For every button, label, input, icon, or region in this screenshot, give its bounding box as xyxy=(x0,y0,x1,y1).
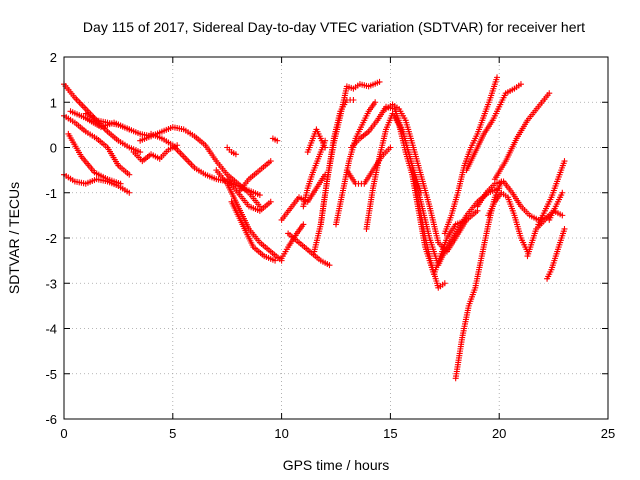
plus-markers xyxy=(224,144,239,158)
series-trace-31 xyxy=(452,178,505,382)
series-trace-15 xyxy=(269,135,281,144)
series-trace-39 xyxy=(546,189,566,223)
plus-markers xyxy=(491,90,553,183)
y-tick-label: 1 xyxy=(50,95,57,110)
series-trace-37 xyxy=(535,158,568,228)
plus-markers xyxy=(285,230,333,269)
y-tick-label: -1 xyxy=(45,186,57,201)
y-tick-label: -4 xyxy=(45,322,57,337)
plus-markers xyxy=(235,158,274,196)
series-trace-6 xyxy=(67,108,133,133)
plus-markers xyxy=(228,198,279,264)
plus-markers xyxy=(409,167,448,291)
series-trace-12 xyxy=(228,198,279,264)
series-trace-20 xyxy=(304,126,329,156)
series-trace-16 xyxy=(278,171,329,223)
series-trace-32 xyxy=(463,81,524,174)
series-trace-4 xyxy=(65,130,124,187)
plus-markers xyxy=(452,178,505,382)
x-tick-label: 0 xyxy=(60,426,67,441)
plus-markers xyxy=(278,221,307,262)
grid xyxy=(64,57,608,419)
y-tick-label: -3 xyxy=(45,276,57,291)
x-tick-label: 5 xyxy=(169,426,176,441)
series-trace-9 xyxy=(130,142,181,165)
y-tick-label: 0 xyxy=(50,141,57,156)
plus-markers xyxy=(304,126,329,156)
series-trace-29 xyxy=(409,167,448,291)
series-trace-34 xyxy=(485,189,531,255)
y-tick-label: -6 xyxy=(45,412,57,427)
axis-ticks: 0 5 10 15 20 25 -6 -5 -4 -3 -2 -1 0 1 2 xyxy=(45,50,615,441)
series-trace-38 xyxy=(544,225,568,282)
plus-markers xyxy=(130,142,181,165)
series-trace-13 xyxy=(235,158,274,196)
plus-markers xyxy=(278,171,329,223)
plus-markers xyxy=(213,167,285,264)
series-trace-33 xyxy=(474,178,551,223)
plus-markers xyxy=(544,225,568,282)
plus-markers xyxy=(67,108,133,133)
y-tick-label: 2 xyxy=(50,50,57,65)
series-trace-22 xyxy=(317,78,383,228)
plus-markers xyxy=(317,78,383,228)
plus-markers xyxy=(535,158,568,228)
plus-markers xyxy=(485,189,531,255)
y-tick-label: -2 xyxy=(45,231,57,246)
x-tick-label: 15 xyxy=(383,426,397,441)
series-trace-14 xyxy=(224,144,239,158)
x-tick-label: 25 xyxy=(601,426,615,441)
series-trace-35 xyxy=(491,90,553,183)
plus-markers xyxy=(441,74,501,237)
y-tick-label: -5 xyxy=(45,367,57,382)
data-points xyxy=(61,74,568,382)
series-trace-11 xyxy=(224,176,274,214)
series-trace-18 xyxy=(278,221,307,262)
series-trace-17 xyxy=(285,230,333,269)
plus-markers xyxy=(65,130,124,187)
x-tick-label: 10 xyxy=(274,426,288,441)
y-axis-label: SDTVAR / TECUs xyxy=(6,182,22,294)
x-tick-label: 20 xyxy=(492,426,506,441)
chart-title: Day 115 of 2017, Sidereal Day-to-day VTE… xyxy=(83,19,585,35)
plus-markers xyxy=(463,81,524,174)
plus-markers xyxy=(224,176,274,214)
x-axis-label: GPS time / hours xyxy=(283,457,390,473)
series-trace-10 xyxy=(213,167,285,264)
series-trace-30 xyxy=(441,74,501,237)
plus-markers xyxy=(546,189,566,223)
plus-markers xyxy=(269,135,281,144)
plus-markers xyxy=(474,178,551,223)
